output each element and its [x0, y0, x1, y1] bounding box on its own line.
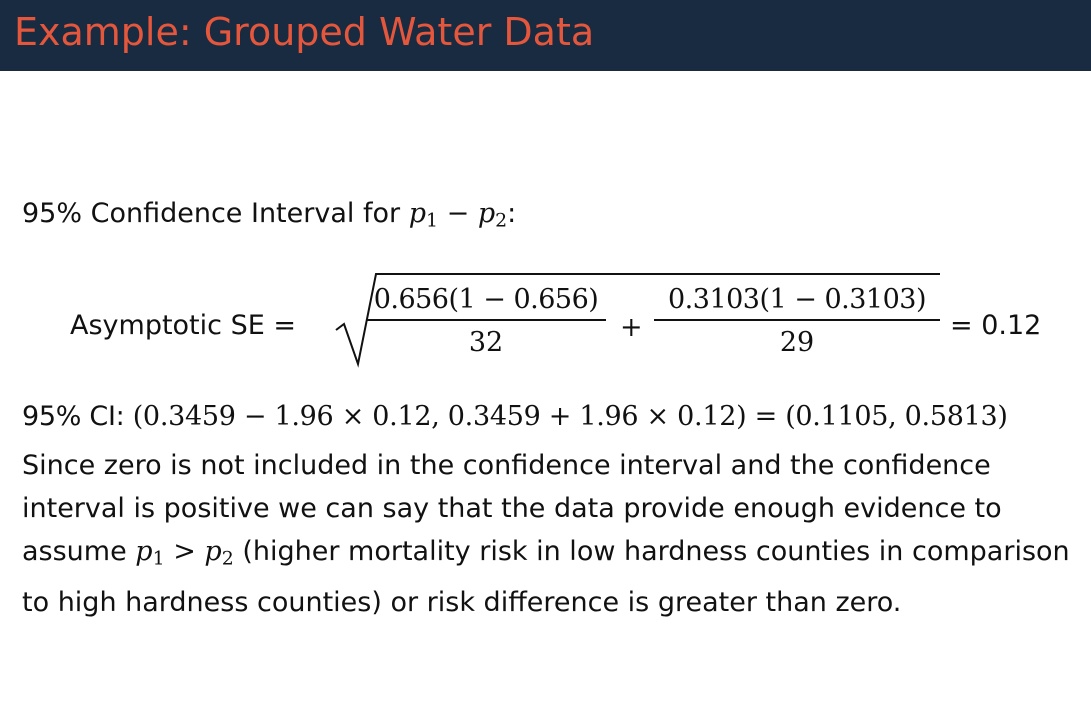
ci-heading: 95% Confidence Interval for p1 − p2:: [22, 198, 516, 232]
plus-sign: +: [620, 312, 643, 343]
sqrt-radical-icon: [335, 273, 940, 368]
p1-symbol: p1: [408, 198, 439, 232]
conclusion-part-1: Since zero is not included in the confid…: [22, 450, 1002, 567]
fraction-2-denominator: 29: [779, 327, 815, 358]
se-result: = 0.12: [950, 310, 1042, 341]
slide-title: Example: Grouped Water Data: [14, 10, 595, 54]
p1-symbol: p1: [135, 536, 165, 570]
ci-heading-suffix: :: [507, 198, 517, 229]
ci-line: 95% CI: (0.3459 − 1.96 × 0.12, 0.3459 + …: [22, 401, 1008, 432]
title-bar: Example: Grouped Water Data: [0, 0, 1091, 71]
se-formula: Asymptotic SE = 0.656(1 − 0.656) 32 + 0.…: [70, 272, 1060, 372]
p2-symbol: p2: [477, 198, 508, 232]
p2-symbol: p2: [204, 536, 234, 570]
fraction-1-denominator: 32: [468, 327, 504, 358]
fraction-2: 0.3103(1 − 0.3103) 29: [654, 284, 940, 358]
minus-sign: −: [438, 198, 478, 229]
ci-label: 95% CI:: [22, 401, 133, 432]
ci-heading-prefix: 95% Confidence Interval for: [22, 198, 409, 229]
se-label: Asymptotic SE =: [70, 310, 296, 341]
greater-than-sign: >: [164, 536, 205, 567]
fraction-1-numerator: 0.656(1 − 0.656): [366, 284, 606, 321]
ci-expression: (0.3459 − 1.96 × 0.12, 0.3459 + 1.96 × 0…: [132, 401, 1008, 432]
fraction-1: 0.656(1 − 0.656) 32: [366, 284, 606, 358]
conclusion-paragraph: Since zero is not included in the confid…: [22, 444, 1082, 624]
conclusion-part-2: (higher mortality risk in low hardness c…: [22, 536, 1070, 618]
fraction-2-numerator: 0.3103(1 − 0.3103): [654, 284, 940, 321]
